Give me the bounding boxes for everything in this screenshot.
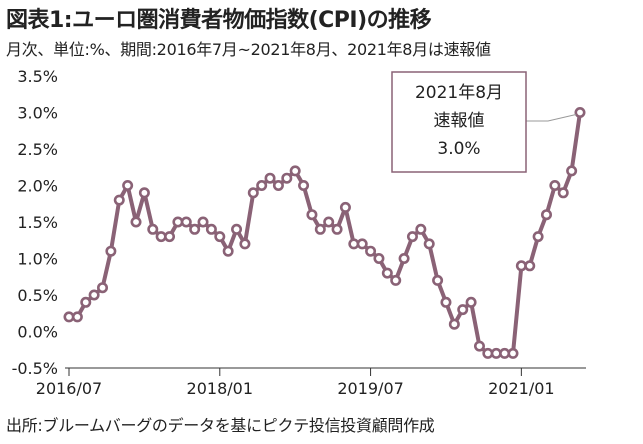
data-point (256, 180, 268, 192)
data-point (448, 318, 460, 330)
data-point (122, 180, 134, 192)
data-point (306, 209, 318, 221)
data-point (205, 223, 217, 235)
data-point (197, 216, 209, 228)
data-point (524, 260, 536, 272)
data-point (390, 274, 402, 286)
y-tick-label: -0.5% (12, 359, 58, 378)
data-point (298, 180, 310, 192)
data-point (406, 231, 418, 243)
data-point (164, 231, 176, 243)
y-tick-label: 2.5% (17, 140, 58, 159)
y-tick-label: 3.0% (17, 104, 58, 123)
data-point (180, 216, 192, 228)
annotation-box (391, 71, 527, 173)
x-tick-label: 2016/07 (36, 379, 102, 398)
data-point (549, 180, 561, 192)
data-point-markers (63, 107, 586, 359)
data-point (88, 289, 100, 301)
data-point (415, 223, 427, 235)
data-point (557, 187, 569, 199)
data-point (440, 296, 452, 308)
y-tick-label: 1.5% (17, 213, 58, 232)
data-point (189, 223, 201, 235)
data-point (339, 201, 351, 213)
annotation-line: 2021年8月 (415, 83, 503, 103)
data-point (272, 180, 284, 192)
data-point (398, 253, 410, 265)
data-point (423, 238, 435, 250)
data-point (381, 267, 393, 279)
data-point (147, 223, 159, 235)
y-tick-label: 0.0% (17, 323, 58, 342)
data-point (214, 231, 226, 243)
data-point (289, 165, 301, 177)
data-point (566, 165, 578, 177)
data-point (432, 274, 444, 286)
annotation-callout-line (526, 114, 577, 122)
data-point (97, 282, 109, 294)
data-point (323, 216, 335, 228)
data-point (105, 245, 117, 257)
chart-subtitle: 月次、単位:%、期間:2016年7月~2021年8月、2021年8月は速報値 (6, 40, 491, 59)
x-tick-label: 2018/01 (187, 379, 253, 398)
source-note: 出所:ブルームバーグのデータを基にピクテ投信投資顧問作成 (6, 416, 435, 435)
data-point (457, 304, 469, 316)
annotation-line: 3.0% (437, 139, 480, 159)
data-point (264, 172, 276, 184)
data-point (331, 223, 343, 235)
chart-title: 図表1:ユーロ圏消費者物価指数(CPI)の推移 (6, 8, 432, 33)
data-point (356, 238, 368, 250)
data-point (532, 231, 544, 243)
data-point (71, 311, 83, 323)
data-point (507, 347, 519, 359)
data-point (113, 194, 125, 206)
data-point (540, 209, 552, 221)
x-axis-ticks: 2016/07 2018/01 2019/07 2021/01 (36, 368, 555, 398)
data-point (574, 107, 586, 119)
data-point (130, 216, 142, 228)
data-point (231, 223, 243, 235)
y-axis-ticks: -0.5% 0.0% 0.5% 1.0% 1.5% 2.0% 2.5% 3.0% 3.5% (12, 67, 58, 378)
x-tick-label: 2021/01 (488, 379, 554, 398)
data-point (465, 296, 477, 308)
data-point (80, 296, 92, 308)
y-tick-label: 3.5% (17, 67, 58, 86)
data-point (247, 187, 259, 199)
x-tick-label: 2019/07 (337, 379, 403, 398)
data-point (281, 172, 293, 184)
data-point (239, 238, 251, 250)
data-point (222, 245, 234, 257)
data-point (365, 245, 377, 257)
y-tick-label: 2.0% (17, 177, 58, 196)
annotation-line: 速報値 (434, 111, 485, 131)
data-point (473, 340, 485, 352)
y-tick-label: 1.0% (17, 250, 58, 269)
y-tick-label: 0.5% (17, 286, 58, 305)
data-point (138, 187, 150, 199)
data-point (314, 223, 326, 235)
data-point (373, 253, 385, 265)
